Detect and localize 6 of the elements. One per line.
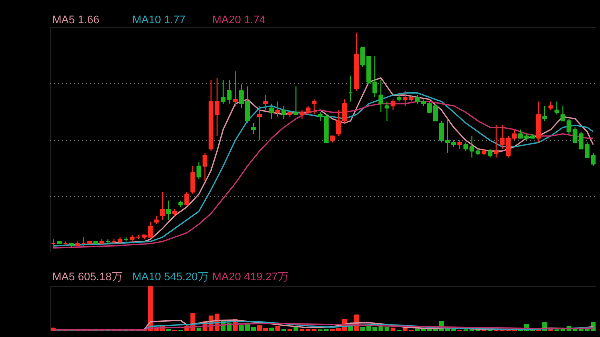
text: MA20 419.27万 — [212, 272, 289, 284]
text: MA5 1.66 — [52, 14, 100, 26]
text: MA20 1.74 — [212, 14, 266, 26]
text: MA5 605.18万 — [52, 272, 123, 284]
text: MA10 545.20万 — [132, 272, 209, 284]
text: MA10 1.77 — [132, 14, 186, 26]
